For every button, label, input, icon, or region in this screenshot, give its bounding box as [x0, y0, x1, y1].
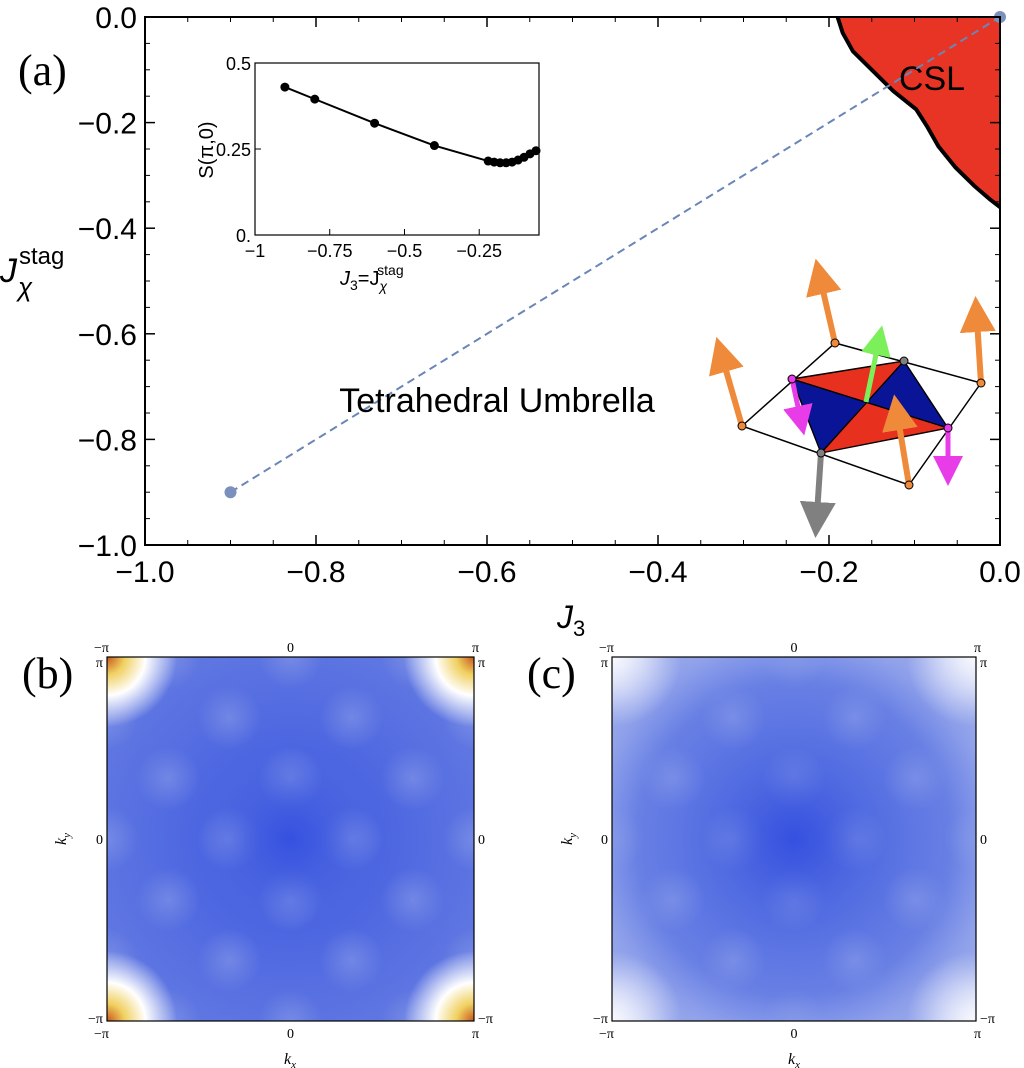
heatmap-tick-label: π [974, 641, 981, 656]
heatmap-tick-label: 0 [287, 1027, 294, 1042]
panel-c-label: (c) [527, 649, 576, 698]
heatmap-tick-label: 0 [980, 833, 987, 848]
heatmap-tick-label: π [980, 656, 987, 671]
inset-series-points [280, 82, 541, 168]
main-x-tick-label: −0.2 [799, 556, 858, 589]
spin-arrow-gray [799, 452, 836, 538]
inset-y-tick-label: 0. [236, 226, 251, 246]
main-y-tick-label: −0.2 [78, 108, 137, 141]
heatmap-tick-label: −π [88, 1012, 103, 1027]
panel-b: (b) 0−π π0−π ππ0−ππ0−π kx ky [22, 641, 493, 1068]
spin-arrow-green [861, 325, 891, 403]
heatmap-peak [404, 657, 474, 727]
heatmap-tick-label: π [974, 1027, 981, 1042]
heatmap-c-y-label: ky [559, 833, 579, 845]
spin-arrows [709, 258, 996, 538]
inset-data-point [280, 82, 290, 92]
main-x-tick-label: −0.8 [286, 556, 345, 589]
heatmap-c-x-label: kx [788, 1051, 800, 1068]
spin-arrow-magenta [783, 378, 813, 436]
main-y-tick-label: −0.8 [78, 424, 137, 457]
inset-x-ticks: −1 −0.75 −0.5 −0.25 [245, 229, 502, 261]
inset-data-point [370, 118, 380, 128]
heatmap-tick-label: −π [980, 1012, 995, 1027]
heatmap-c [612, 657, 976, 1021]
inset-x-axis-label: J3=Jχstag [339, 262, 404, 294]
red-triangle [792, 361, 904, 402]
inset-x-tick-label: −0.25 [456, 241, 502, 261]
heatmap-peak [404, 951, 474, 1021]
blue-triangle [792, 379, 866, 453]
main-x-axis-label: J3 [556, 599, 585, 641]
heatmap-tick-label: π [601, 656, 608, 671]
heatmap-tick-label: 0 [791, 1027, 798, 1042]
heatmap-tick-label: −π [593, 1012, 608, 1027]
panel-a-label: (a) [18, 46, 67, 95]
heatmap-tick-label: −π [94, 1027, 109, 1042]
main-y-ticks: 0.0 −0.2 −0.4 −0.6 −0.8 −1.0 [78, 2, 1000, 563]
inset-data-point [429, 141, 439, 151]
main-x-tick-label: −0.6 [457, 556, 516, 589]
endpoint-marker [224, 486, 237, 499]
heatmap-tick-label: 0 [96, 833, 103, 848]
inset-chart: −1 −0.75 −0.5 −0.25 0. 0.25 0.5 J3=Jχstag S(π… [196, 54, 541, 294]
heatmap-tick-label: −π [599, 1027, 614, 1042]
inset-y-tick-label: 0.25 [216, 140, 251, 160]
panel-c: (c) 0−π π0−π ππ0−ππ0−π kx ky [527, 641, 995, 1068]
main-y-tick-label: −0.6 [78, 319, 137, 352]
main-x-ticks: −1.0 −0.8 −0.6 −0.4 −0.2 0.0 [115, 17, 1021, 589]
heatmap-b [107, 657, 474, 1021]
inset-data-point [531, 146, 541, 156]
main-x-tick-label: 0.0 [979, 556, 1021, 589]
main-x-tick-label: −1.0 [115, 556, 174, 589]
main-y-tick-label: −0.4 [78, 213, 137, 246]
lattice-sites [737, 338, 986, 490]
heatmap-tick-label: 0 [601, 833, 608, 848]
inset-y-tick-label: 0.5 [226, 54, 251, 74]
heatmap-tick-label: 0 [791, 641, 798, 656]
heatmap-tick-label: π [96, 656, 103, 671]
panel-b-label: (b) [22, 649, 73, 698]
heatmap-tick-label: −π [478, 1012, 493, 1027]
heatmap-tick-label: −π [599, 641, 614, 656]
tetrahedral-spin-diagram [709, 258, 996, 538]
heatmap-c-frame [611, 656, 977, 1022]
inset-data-point [310, 94, 320, 104]
inset-frame [254, 62, 540, 236]
main-y-tick-label: 0.0 [95, 2, 137, 35]
heatmap-tick-label: π [478, 656, 485, 671]
heatmap-b-x-label: kx [284, 1051, 296, 1068]
main-y-axis-label: Jstag χ [0, 243, 64, 302]
main-x-tick-label: −0.4 [628, 556, 687, 589]
spin-arrow-orange [882, 394, 918, 486]
dashed-line [229, 16, 1001, 494]
heatmap-b-ticks: 0−π π0−π ππ0−ππ0−π [88, 641, 493, 1042]
heatmap-peak [107, 951, 177, 1021]
heatmap-tick-label: −π [94, 641, 109, 656]
heatmap-tick-label: 0 [287, 641, 294, 656]
heatmap-c-ticks: 0−π π0−π ππ0−ππ0−π [593, 641, 995, 1042]
spin-arrow-orange [709, 336, 745, 427]
tetrahedral-umbrella-label: Tetrahedral Umbrella [339, 382, 655, 420]
inset-y-axis-label: S(π,0) [196, 121, 218, 178]
inset-x-tick-label: −0.5 [387, 241, 423, 261]
spin-arrow-orange [806, 258, 842, 344]
heatmap-b-frame [106, 656, 475, 1022]
heatmap-b-y-label: ky [53, 833, 73, 845]
heatmap-peak [107, 657, 177, 727]
heatmap-tick-label: π [472, 1027, 479, 1042]
panel-a: (a) CSL Tetrahedral Umbrella −1.0 −0.8 −0.… [0, 2, 1021, 641]
csl-region [835, 17, 1000, 210]
main-y-tick-label: −1.0 [78, 530, 137, 563]
heatmap-tick-label: 0 [478, 833, 485, 848]
heatmap-tick-label: π [472, 641, 479, 656]
inset-y-ticks: 0. 0.25 0.5 [216, 54, 261, 246]
csl-label: CSL [899, 60, 965, 98]
spin-arrow-orange [959, 296, 996, 384]
inset-x-tick-label: −1 [245, 241, 266, 261]
inset-x-tick-label: −0.75 [307, 241, 353, 261]
